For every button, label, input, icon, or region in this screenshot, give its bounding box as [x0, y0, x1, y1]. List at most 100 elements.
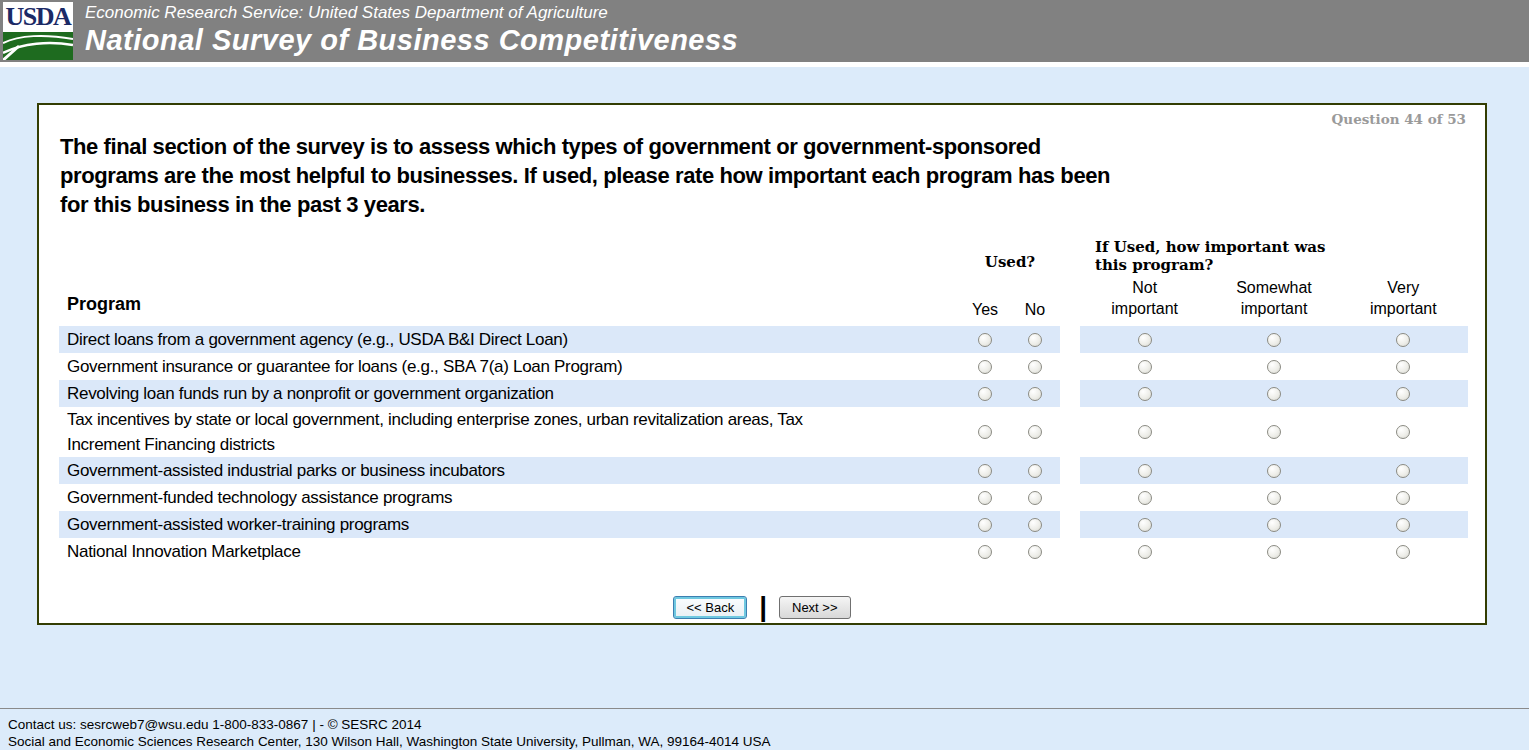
program-table-rows: Direct loans from a government agency (e… — [59, 326, 1468, 565]
used-cell — [1010, 353, 1060, 380]
radio-importance-not-important[interactable] — [1138, 545, 1152, 559]
radio-importance-somewhat-important[interactable] — [1267, 518, 1281, 532]
row-gap — [1060, 326, 1080, 353]
importance-cell — [1339, 457, 1468, 484]
row-gap — [1060, 511, 1080, 538]
radio-importance-somewhat-important[interactable] — [1267, 387, 1281, 401]
importance-cell — [1209, 538, 1338, 565]
radio-importance-very-important[interactable] — [1396, 545, 1410, 559]
importance-cell — [1080, 407, 1209, 457]
radio-used-yes[interactable] — [978, 387, 992, 401]
radio-used-no[interactable] — [1028, 545, 1042, 559]
radio-used-no[interactable] — [1028, 333, 1042, 347]
radio-importance-very-important[interactable] — [1396, 491, 1410, 505]
radio-importance-very-important[interactable] — [1396, 464, 1410, 478]
radio-used-yes[interactable] — [978, 360, 992, 374]
radio-importance-not-important[interactable] — [1138, 387, 1152, 401]
radio-importance-very-important[interactable] — [1396, 518, 1410, 532]
radio-used-yes[interactable] — [978, 518, 992, 532]
radio-importance-somewhat-important[interactable] — [1267, 360, 1281, 374]
question-text: The final section of the survey is to as… — [60, 132, 1110, 219]
used-cell — [1010, 484, 1060, 511]
importance-cell — [1339, 380, 1468, 407]
radio-importance-very-important[interactable] — [1396, 387, 1410, 401]
importance-cell — [1080, 457, 1209, 484]
importance-cell — [1080, 326, 1209, 353]
radio-importance-somewhat-important[interactable] — [1267, 333, 1281, 347]
importance-option-labels: Not importantSomewhat importantVery impo… — [1080, 277, 1468, 321]
importance-cell — [1209, 484, 1338, 511]
table-row: Government-assisted industrial parks or … — [59, 457, 1468, 484]
row-gap — [1060, 353, 1080, 380]
radio-importance-not-important[interactable] — [1138, 360, 1152, 374]
radio-used-no[interactable] — [1028, 464, 1042, 478]
next-button[interactable]: Next >> — [779, 596, 851, 619]
importance-cell — [1339, 353, 1468, 380]
used-option-label-no: No — [1010, 301, 1060, 321]
radio-used-no[interactable] — [1028, 518, 1042, 532]
agency-title: Economic Research Service: United States… — [85, 3, 608, 23]
radio-used-no[interactable] — [1028, 360, 1042, 374]
used-cell — [960, 511, 1010, 538]
importance-cell — [1080, 484, 1209, 511]
usda-logo: USDA — [3, 2, 73, 60]
importance-cell — [1339, 538, 1468, 565]
radio-used-no[interactable] — [1028, 425, 1042, 439]
table-row: Revolving loan funds run by a nonprofit … — [59, 380, 1468, 407]
table-row: National Innovation Marketplace — [59, 538, 1468, 565]
program-label: Government insurance or guarantee for lo… — [59, 353, 960, 380]
radio-importance-very-important[interactable] — [1396, 360, 1410, 374]
table-row: Government insurance or guarantee for lo… — [59, 353, 1468, 380]
importance-cell — [1339, 407, 1468, 457]
radio-used-yes[interactable] — [978, 491, 992, 505]
table-row: Government-assisted worker-training prog… — [59, 511, 1468, 538]
used-cell — [960, 326, 1010, 353]
importance-cell — [1080, 353, 1209, 380]
page-body: Question 44 of 53 The final section of t… — [0, 67, 1529, 708]
footer-address-line: Social and Economic Sciences Research Ce… — [8, 733, 1529, 750]
importance-cell — [1080, 380, 1209, 407]
used-cell — [1010, 511, 1060, 538]
importance-cell — [1209, 407, 1338, 457]
radio-importance-somewhat-important[interactable] — [1267, 545, 1281, 559]
importance-option-label-not-important: Not important — [1080, 277, 1209, 321]
radio-used-yes[interactable] — [978, 464, 992, 478]
survey-title: National Survey of Business Competitiven… — [85, 24, 738, 57]
radio-importance-not-important[interactable] — [1138, 425, 1152, 439]
program-column-header: Program — [59, 294, 960, 321]
program-label: National Innovation Marketplace — [59, 538, 960, 565]
radio-importance-somewhat-important[interactable] — [1267, 491, 1281, 505]
used-option-labels: YesNo — [960, 301, 1060, 321]
radio-importance-not-important[interactable] — [1138, 491, 1152, 505]
radio-used-yes[interactable] — [978, 545, 992, 559]
radio-used-yes[interactable] — [978, 333, 992, 347]
radio-importance-somewhat-important[interactable] — [1267, 464, 1281, 478]
radio-importance-very-important[interactable] — [1396, 333, 1410, 347]
radio-importance-not-important[interactable] — [1138, 518, 1152, 532]
radio-used-no[interactable] — [1028, 387, 1042, 401]
importance-cell — [1080, 511, 1209, 538]
row-gap — [1060, 380, 1080, 407]
used-cell — [960, 484, 1010, 511]
importance-cell — [1209, 326, 1338, 353]
row-gap — [1060, 457, 1080, 484]
program-label: Tax incentives by state or local governm… — [59, 407, 960, 457]
question-text-line: The final section of the survey is to as… — [60, 132, 1110, 161]
radio-used-yes[interactable] — [978, 425, 992, 439]
importance-cell — [1339, 484, 1468, 511]
radio-importance-not-important[interactable] — [1138, 464, 1152, 478]
importance-column-header: If Used, how important was this program? — [1095, 238, 1347, 274]
question-text-line: for this business in the past 3 years. — [60, 190, 1110, 219]
radio-importance-somewhat-important[interactable] — [1267, 425, 1281, 439]
used-cell — [960, 457, 1010, 484]
back-button[interactable]: << Back — [673, 596, 747, 619]
importance-cell — [1209, 511, 1338, 538]
program-label: Government-assisted worker-training prog… — [59, 511, 960, 538]
importance-option-label-very-important: Very important — [1339, 277, 1468, 321]
table-row: Tax incentives by state or local governm… — [59, 407, 1468, 457]
radio-importance-very-important[interactable] — [1396, 425, 1410, 439]
used-column-header: Used? — [960, 253, 1060, 271]
radio-importance-not-important[interactable] — [1138, 333, 1152, 347]
nav-buttons: << Back | Next >> — [39, 595, 1485, 619]
radio-used-no[interactable] — [1028, 491, 1042, 505]
